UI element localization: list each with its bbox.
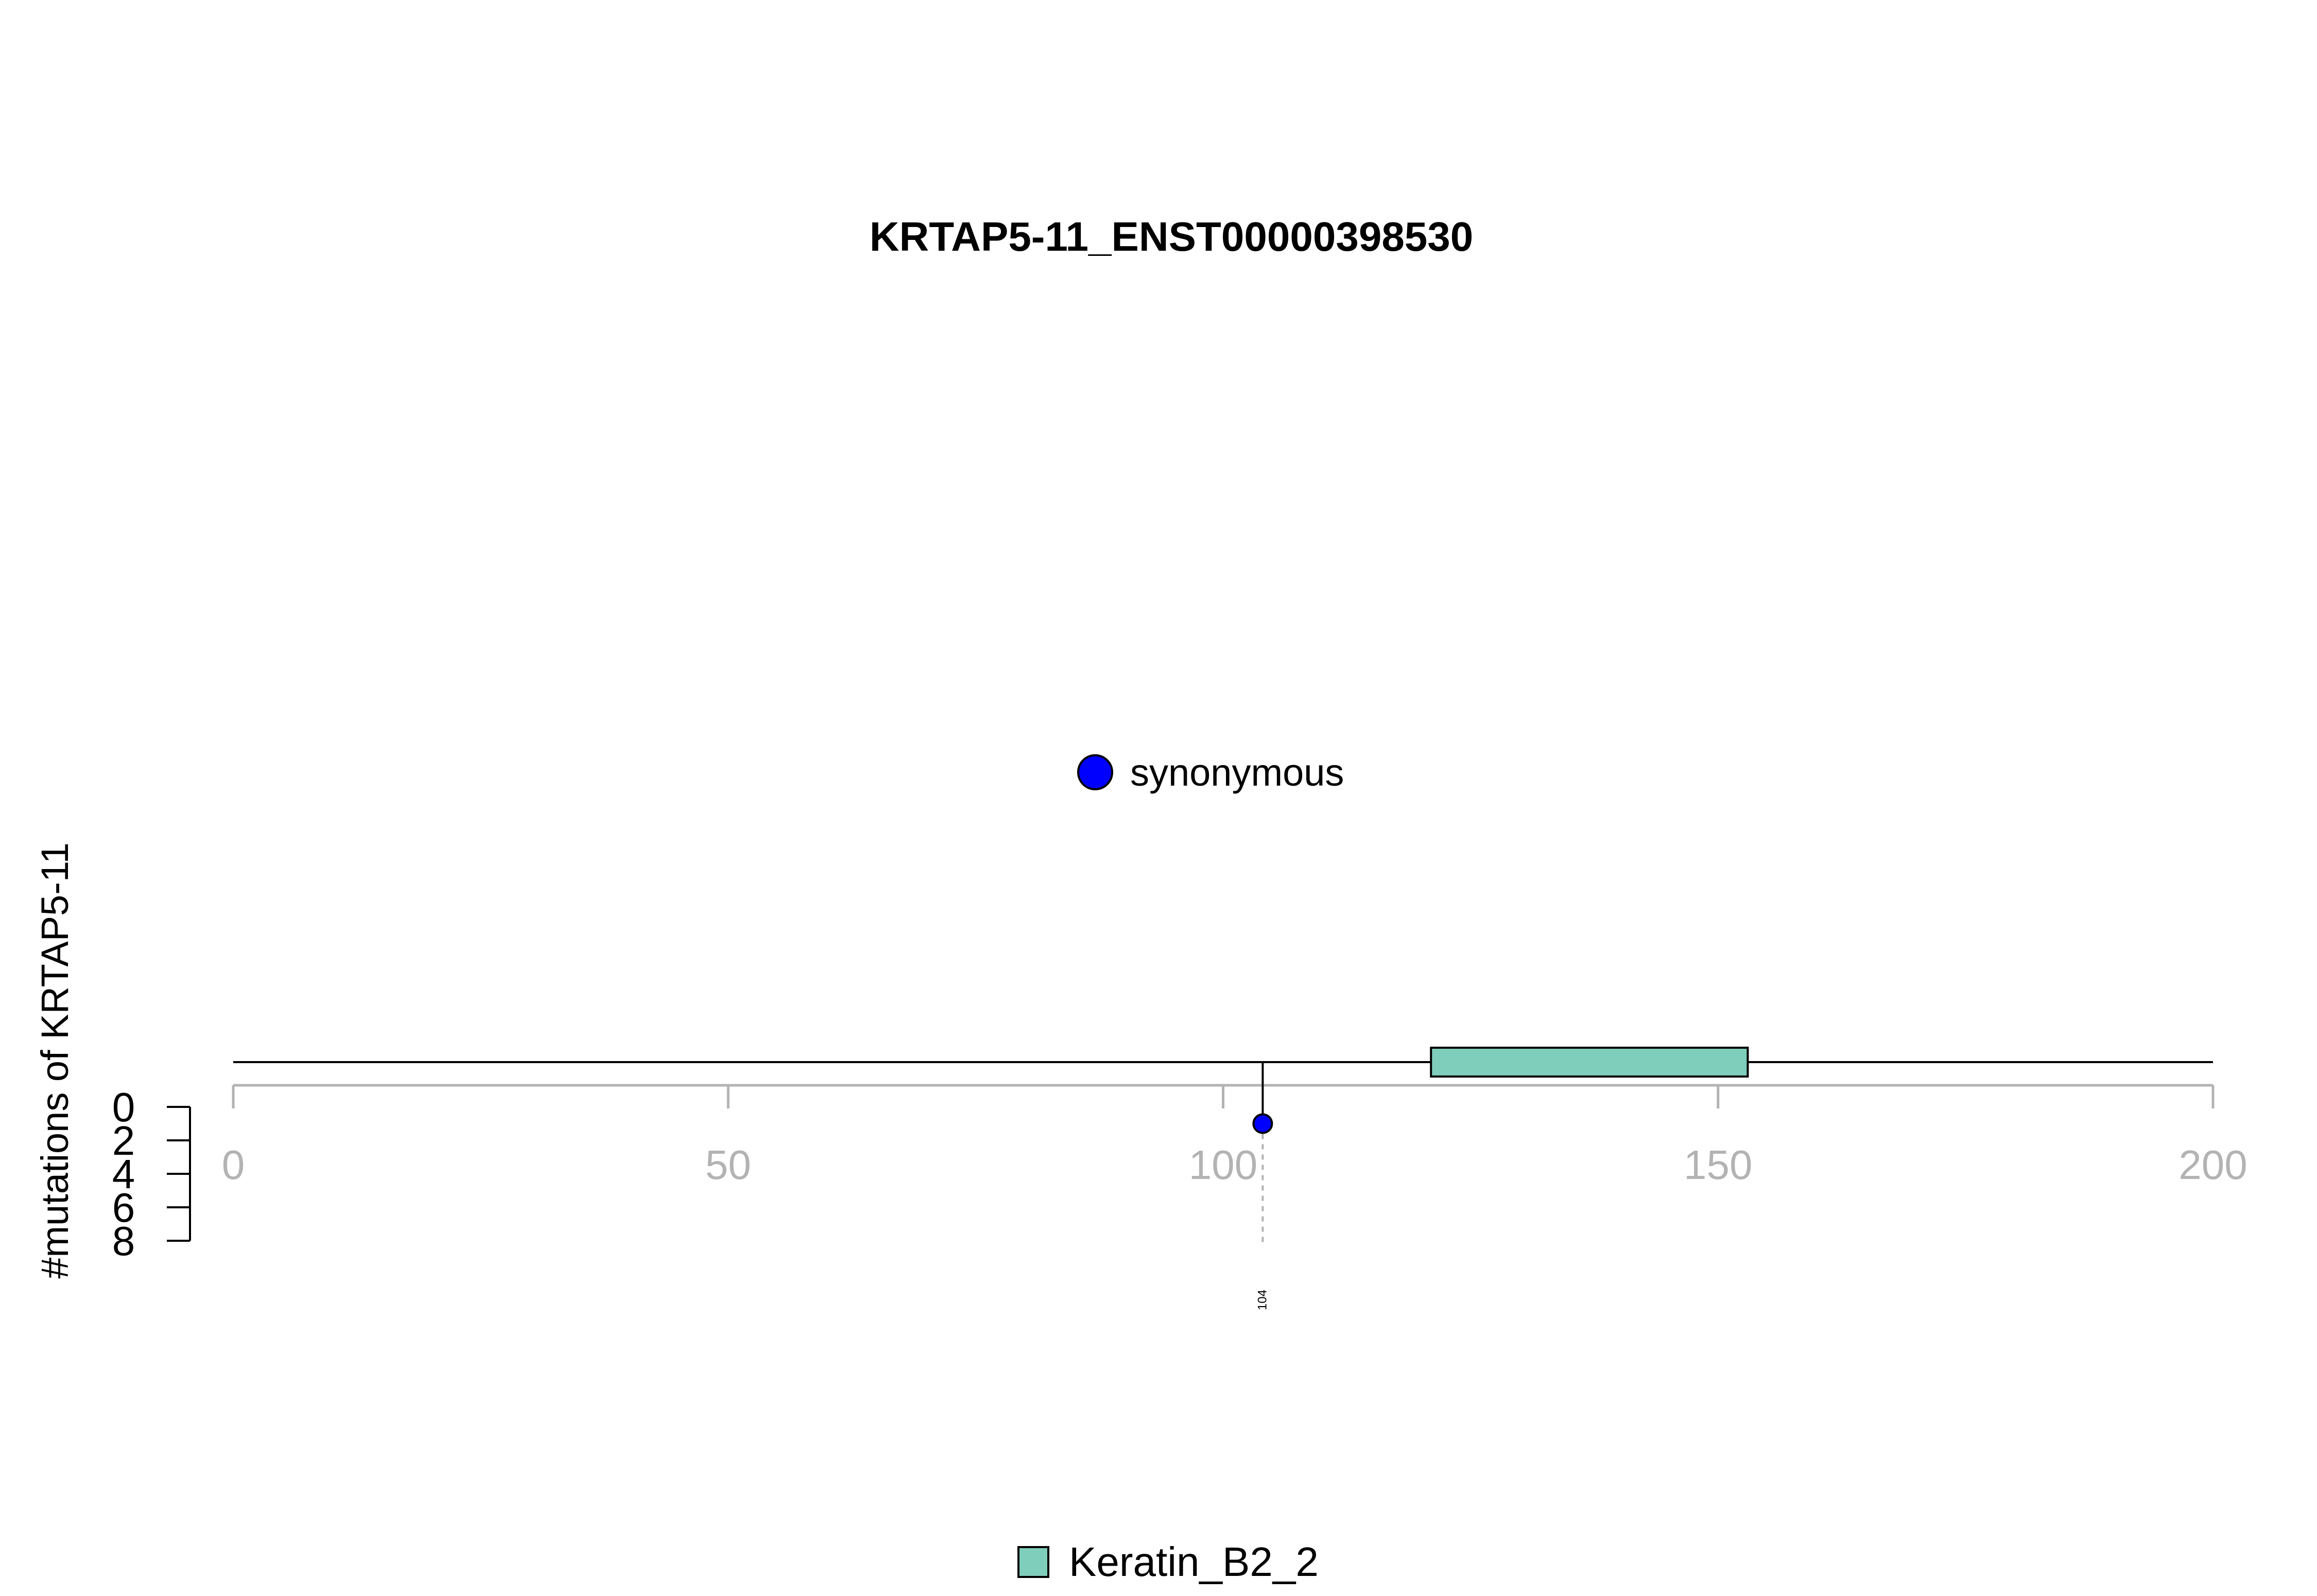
mutation-type-legend: synonymous: [1077, 751, 1344, 794]
x-tick-label: 50: [705, 1142, 751, 1188]
mutation-position-label: 104: [1255, 1290, 1269, 1310]
y-tick-label: 6: [112, 1185, 135, 1230]
y-tick-label: 4: [112, 1151, 135, 1197]
x-tick-label: 150: [1684, 1142, 1752, 1188]
chart-title: KRTAP5-11_ENST00000398530: [870, 214, 1474, 259]
x-tick-label: 200: [2178, 1142, 2247, 1188]
domain-layer: [1430, 1047, 1749, 1078]
x-tick-label: 100: [1189, 1142, 1257, 1188]
y-axis-label: #mutations of KRTAP5-11: [33, 842, 76, 1278]
synonymous-legend-dot: [1077, 754, 1113, 790]
mutation-point: [1252, 1113, 1273, 1134]
x-tick-label: 0: [222, 1142, 245, 1188]
y-tick-label: 0: [112, 1084, 135, 1130]
domain-keratin-b2-2: [1430, 1047, 1749, 1078]
x-axis: 0 50 100 150 200: [222, 1084, 2247, 1188]
keratin-b2-2-legend-label: Keratin_B2_2: [1069, 1539, 1319, 1585]
keratin-b2-2-legend-swatch: [1017, 1546, 1049, 1578]
y-tick-label: 8: [112, 1218, 135, 1264]
synonymous-legend-label: synonymous: [1130, 751, 1344, 794]
y-tick-label: 2: [112, 1118, 135, 1164]
mutation-layer: 104: [1252, 1062, 1273, 1310]
domain-legend: Keratin_B2_2: [1017, 1539, 1319, 1585]
